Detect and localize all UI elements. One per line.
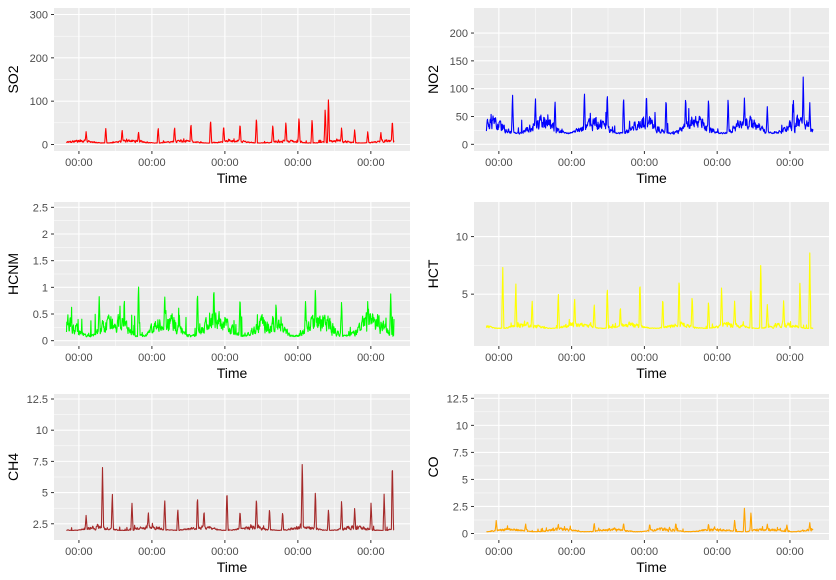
panel-background [474,394,829,540]
y-tick-label: 1 [42,282,48,294]
series-line-co [486,507,814,533]
x-tick-label: 00:00 [284,546,312,558]
y-tick-label: 0 [42,336,48,348]
y-tick-label: 200 [30,53,48,65]
y-tick-label: 50 [456,112,468,124]
x-tick-label: 00:00 [65,352,93,364]
x-axis-title: Time [217,559,248,575]
x-tick-label: 00:00 [703,352,731,364]
y-tick-label: 300 [30,10,48,22]
y-tick-label: 0 [462,139,468,151]
x-tick-label: 00:00 [631,157,659,169]
y-tick-label: 100 [450,84,468,96]
y-tick-label: 100 [30,96,48,108]
x-tick-label: 00:00 [65,546,93,558]
y-tick-label: 7.5 [453,447,468,459]
x-tick-label: 00:00 [485,157,513,169]
x-tick-label: 00:00 [776,546,804,558]
y-tick-label: 0 [462,529,468,541]
y-tick-label: 150 [450,56,468,68]
x-tick-label: 00:00 [284,157,312,169]
x-tick-label: 00:00 [357,352,385,364]
y-tick-label: 2.5 [33,202,48,214]
y-axis-title: HCT [425,259,441,288]
x-tick-label: 00:00 [631,352,659,364]
x-tick-label: 00:00 [211,352,239,364]
series-line-no2 [485,76,814,135]
x-tick-label: 00:00 [65,157,93,169]
y-axis-title: NO2 [425,65,441,94]
y-tick-label: 10 [36,425,48,437]
x-axis-title: Time [217,170,248,186]
y-tick-label: 12.5 [447,393,468,405]
y-tick-label: 2 [42,229,48,241]
x-tick-label: 00:00 [776,157,804,169]
y-tick-label: 200 [450,28,468,40]
x-axis-title: Time [636,365,667,381]
y-tick-label: 2.5 [453,501,468,513]
x-tick-label: 00:00 [138,352,166,364]
y-tick-label: 1.5 [33,256,48,268]
panel-background [54,394,410,540]
y-axis-title: CO [425,456,441,477]
y-tick-label: 10 [456,232,468,244]
x-tick-label: 00:00 [703,546,731,558]
y-tick-label: 7.5 [33,456,48,468]
x-tick-label: 00:00 [558,157,586,169]
series-line-hcnm [65,286,395,338]
x-tick-label: 00:00 [485,352,513,364]
x-tick-label: 00:00 [138,157,166,169]
panel-hcnm: 00.511.522.500:00 00:00 00:00 00:00 00:00Tim… [5,202,410,381]
x-tick-label: 00:00 [211,157,239,169]
y-tick-label: 5 [462,289,468,301]
x-axis-title: Time [636,559,667,575]
y-tick-label: 2.5 [33,519,48,531]
y-tick-label: 12.5 [27,394,48,406]
x-tick-label: 00:00 [776,352,804,364]
x-tick-label: 00:00 [485,546,513,558]
y-axis-title: HCNM [5,253,21,295]
x-tick-label: 00:00 [558,546,586,558]
x-tick-label: 00:00 [631,546,659,558]
x-tick-label: 00:00 [211,546,239,558]
x-tick-label: 00:00 [357,546,385,558]
y-axis-title: CH4 [5,453,21,481]
y-axis-title: SO2 [5,65,21,93]
y-tick-label: 10 [456,420,468,432]
y-tick-label: 5 [42,488,48,500]
series-line-hct [485,252,814,330]
y-tick-label: 0 [42,140,48,152]
x-axis-title: Time [636,170,667,186]
x-tick-label: 00:00 [138,546,166,558]
x-tick-label: 00:00 [357,157,385,169]
series-line-ch4 [66,463,395,532]
series-line-so2 [66,99,395,144]
x-tick-label: 00:00 [284,352,312,364]
y-tick-label: 5 [462,474,468,486]
y-tick-label: 0.5 [33,309,48,321]
x-tick-label: 00:00 [558,352,586,364]
x-tick-label: 00:00 [703,157,731,169]
x-axis-title: Time [217,365,248,381]
